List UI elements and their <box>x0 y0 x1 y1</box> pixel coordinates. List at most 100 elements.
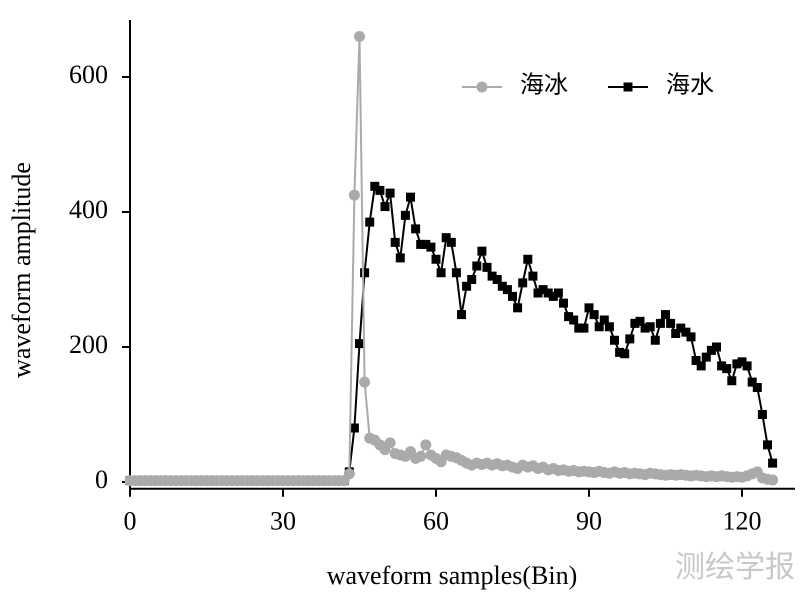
data-point <box>446 237 456 247</box>
data-point <box>732 359 742 369</box>
data-point <box>348 189 360 201</box>
y-axis-label: waveform amplitude <box>7 162 36 378</box>
data-point <box>354 31 365 42</box>
data-point <box>431 254 441 264</box>
data-point <box>355 339 364 349</box>
data-point <box>706 345 716 355</box>
data-point <box>640 323 650 333</box>
y-tick-label: 600 <box>69 60 108 89</box>
data-point <box>343 468 355 480</box>
data-point <box>676 323 686 333</box>
data-point <box>384 437 396 449</box>
data-point <box>380 202 390 212</box>
data-point <box>681 327 691 337</box>
data-point <box>584 303 594 313</box>
data-point <box>599 315 609 325</box>
data-point <box>508 291 517 301</box>
data-point <box>477 246 487 256</box>
data-point <box>548 291 558 301</box>
data-point <box>482 262 492 272</box>
y-tick-label: 200 <box>69 330 108 359</box>
x-tick-label: 0 <box>124 507 137 536</box>
data-point <box>533 288 543 298</box>
data-point <box>757 410 767 419</box>
data-point <box>462 281 472 291</box>
y-tick-label: 400 <box>69 195 108 224</box>
series-line <box>130 36 773 482</box>
data-point <box>416 239 426 249</box>
data-point <box>574 323 584 333</box>
data-point <box>421 239 431 249</box>
data-point <box>763 440 772 450</box>
legend-label: 海冰 <box>520 72 568 99</box>
data-point <box>635 316 645 326</box>
data-point <box>395 253 405 263</box>
y-tick-label: 0 <box>95 465 108 494</box>
data-point <box>406 192 415 202</box>
x-tick-label: 60 <box>423 507 449 536</box>
data-point <box>400 210 410 220</box>
data-point <box>385 188 395 198</box>
data-point <box>615 347 625 357</box>
data-point <box>701 352 711 362</box>
data-point <box>426 242 436 252</box>
data-point <box>513 303 523 313</box>
data-point <box>620 349 630 359</box>
data-point <box>686 332 696 342</box>
data-point <box>518 278 528 288</box>
data-point <box>579 323 589 333</box>
legend-marker <box>623 82 633 92</box>
data-point <box>390 237 400 247</box>
data-point <box>589 310 599 320</box>
data-point <box>691 356 701 365</box>
data-point <box>451 268 461 278</box>
data-point <box>441 233 451 243</box>
data-point <box>666 318 676 328</box>
data-point <box>467 275 477 284</box>
data-point <box>717 361 727 371</box>
data-point <box>747 377 757 387</box>
data-point <box>661 310 670 320</box>
data-point <box>365 217 375 227</box>
data-point <box>564 312 574 322</box>
data-point <box>502 285 512 295</box>
data-point <box>604 322 614 332</box>
data-point <box>349 423 359 433</box>
watermark: 测绘学报 <box>675 551 795 584</box>
data-point <box>538 285 548 295</box>
data-point <box>472 261 482 271</box>
data-point <box>415 450 427 462</box>
x-axis-label: waveform samples(Bin) <box>327 561 578 590</box>
data-point <box>559 298 568 308</box>
data-point <box>569 315 579 325</box>
data-point <box>553 288 563 298</box>
data-point <box>492 275 502 284</box>
data-point <box>722 364 732 374</box>
data-point <box>359 376 371 388</box>
data-point <box>436 268 446 278</box>
data-point <box>543 288 553 298</box>
data-point <box>610 335 619 345</box>
data-point <box>712 342 721 352</box>
data-point <box>696 361 706 371</box>
data-point <box>671 329 681 338</box>
data-point <box>457 310 466 320</box>
legend-label: 海水 <box>666 72 714 99</box>
data-point <box>528 271 538 281</box>
data-point <box>370 181 380 191</box>
data-point <box>594 322 604 332</box>
data-point <box>768 458 778 468</box>
data-point <box>411 224 421 234</box>
x-tick-label: 30 <box>270 507 296 536</box>
data-point <box>497 281 507 291</box>
data-point <box>523 254 533 264</box>
data-point <box>655 318 665 328</box>
data-point <box>742 361 752 371</box>
data-point <box>645 322 655 332</box>
x-tick-label: 90 <box>576 507 602 536</box>
data-point <box>650 335 660 345</box>
data-point <box>767 474 779 486</box>
legend-marker <box>476 81 488 93</box>
data-point <box>360 268 370 278</box>
